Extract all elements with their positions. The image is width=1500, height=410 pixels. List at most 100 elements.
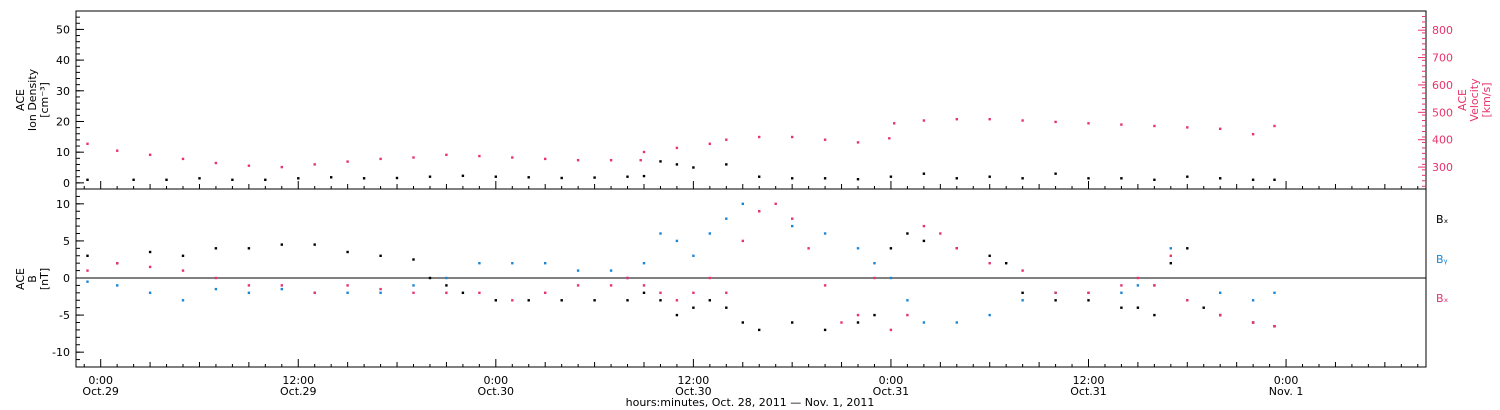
by-point (544, 262, 547, 265)
density-point (395, 176, 399, 180)
bz-point (774, 202, 777, 205)
by-point (741, 202, 744, 205)
density-tick-label: 20 (56, 115, 70, 128)
x-axis-title: hours:minutes, Oct. 28, 2011 — Nov. 1, 2… (626, 396, 875, 409)
velocity-label-line2: Velocity (1468, 78, 1481, 122)
bx-point (1169, 262, 1172, 265)
x-tick-time: 12:00 (1073, 374, 1105, 387)
velocity-point (955, 118, 958, 121)
x-tick-date: Oct.29 (280, 385, 317, 398)
bx-point (313, 243, 316, 246)
bz-point (1054, 291, 1057, 294)
density-label-line2: Ion Density (26, 68, 39, 131)
velocity-point (988, 118, 991, 121)
density-point (231, 178, 234, 181)
bx-point (148, 250, 152, 254)
density-point (889, 175, 893, 178)
bz-point (988, 262, 991, 265)
bz-point (939, 232, 942, 235)
bz-point (906, 313, 909, 317)
bx-point (922, 239, 926, 243)
velocity-label-line3: [km/s] (1480, 82, 1493, 117)
by-point (659, 232, 662, 235)
velocity-point (1251, 133, 1255, 136)
velocity-point (708, 142, 711, 145)
velocity-label-line1: ACE (1456, 89, 1469, 111)
density-point (642, 174, 646, 178)
bz-point (1136, 276, 1140, 280)
velocity-point (445, 153, 448, 156)
density-tick-label: 50 (56, 23, 70, 36)
velocity-point (888, 137, 891, 140)
by-point (1251, 299, 1255, 302)
velocity-tick-label: 400 (1432, 134, 1453, 147)
x-tick-date: Oct.30 (478, 385, 515, 398)
bz-point (609, 284, 613, 287)
b-label-line1: ACE (14, 268, 27, 290)
bz-point (708, 276, 711, 280)
velocity-point (1186, 126, 1189, 129)
bx-point (1005, 262, 1008, 265)
bx-point (823, 328, 827, 332)
bz-point (1219, 313, 1222, 317)
bx-point (1153, 313, 1156, 317)
b-label-line2: B (26, 275, 39, 283)
by-point (181, 299, 185, 302)
by-point (708, 232, 711, 235)
density-point (626, 175, 629, 178)
bz-point (1087, 291, 1090, 294)
velocity-point (725, 138, 728, 141)
x-tick-time: 0:00 (88, 374, 113, 387)
by-point (1021, 299, 1024, 302)
density-point (955, 177, 958, 180)
bx-point (1021, 291, 1024, 294)
by-point (1169, 247, 1172, 250)
velocity-point (1087, 122, 1090, 125)
bx-point (181, 254, 185, 257)
velocity-point (511, 156, 514, 159)
velocity-point (1153, 124, 1156, 128)
density-point (1219, 177, 1222, 180)
bz-point (181, 269, 185, 272)
bz-point (758, 210, 761, 213)
density-tick-label: 40 (56, 54, 70, 67)
by-point (692, 254, 695, 257)
density-tick-label: 30 (56, 85, 70, 98)
velocity-point (1219, 127, 1222, 130)
velocity-tick-label: 600 (1432, 79, 1453, 92)
by-point (955, 321, 958, 324)
bx-point (1186, 247, 1189, 250)
bz-point (1273, 325, 1276, 328)
bz-point (116, 262, 119, 265)
bx-point (741, 321, 744, 324)
density-point (922, 172, 926, 175)
bz-point (379, 287, 382, 291)
top-left-axis-label: ACE Ion Density [cm⁻³] (14, 68, 51, 131)
bx-point (280, 243, 283, 246)
density-tick-label: 0 (63, 177, 70, 190)
b-tick-label: 10 (56, 198, 70, 211)
bx-point (247, 247, 251, 250)
bz-point (1120, 284, 1123, 287)
bz-point (741, 239, 744, 243)
density-point (725, 163, 728, 166)
bx-point (873, 313, 876, 317)
bx-point (906, 232, 909, 235)
density-point (198, 177, 201, 180)
bz-point (807, 247, 810, 250)
bz-point (280, 284, 283, 287)
x-tick-time: 0:00 (879, 374, 904, 387)
bz-point (675, 299, 679, 302)
bz-point (626, 276, 629, 280)
bz-point (412, 291, 415, 294)
by-point (280, 287, 283, 291)
legend-bx: Bₓ (1436, 213, 1449, 226)
bottom-axis-label: ACE B [nT] (14, 268, 51, 290)
velocity-point (86, 142, 89, 145)
bz-point (313, 291, 316, 294)
bz-point (576, 284, 580, 287)
b-tick-label: 5 (63, 235, 70, 248)
density-point (330, 176, 333, 179)
density-point (1087, 177, 1090, 180)
bx-point (725, 306, 728, 309)
